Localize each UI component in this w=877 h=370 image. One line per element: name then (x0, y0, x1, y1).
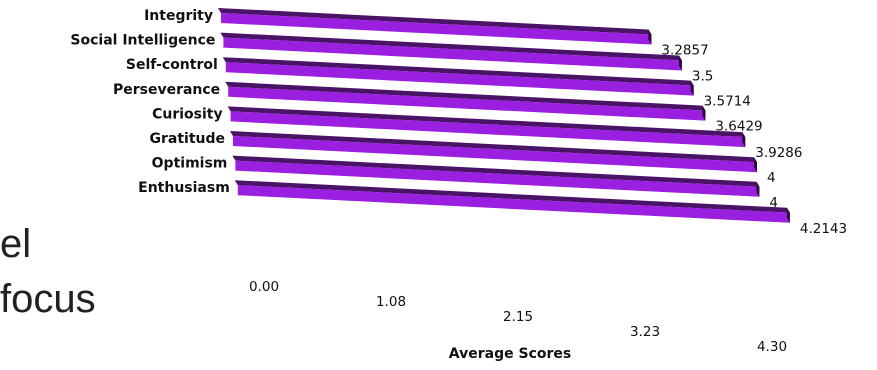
slide-text-line-2: focus (0, 277, 96, 321)
bar-top-3 (225, 81, 706, 111)
bar-top-0 (218, 8, 652, 35)
value-label-4: 3.9286 (755, 145, 802, 161)
x-axis-title: Average Scores (449, 346, 571, 362)
value-label-7: 4.2143 (800, 221, 847, 237)
labels-layer: Integrity 3.2857 Social Intelligence 3.5 Sel… (70, 8, 847, 237)
bars-layer (218, 8, 790, 223)
value-label-0: 3.2857 (661, 43, 708, 59)
category-label-1: Social Intelligence (70, 33, 215, 49)
value-label-1: 3.5 (692, 69, 713, 85)
x-axis-ticks: 0.00 1.08 2.15 3.23 4.30 (249, 279, 787, 355)
category-label-5: Gratitude (149, 131, 225, 147)
bar-4 (230, 111, 746, 148)
bar-6 (235, 160, 760, 197)
bar-0 (221, 13, 652, 45)
x-tick-label-4: 4.30 (757, 339, 787, 355)
bar-7 (237, 185, 790, 223)
bar-end-0 (648, 29, 652, 45)
bar-top-2 (222, 57, 694, 86)
value-label-3: 3.6429 (715, 119, 762, 135)
bar-top-6 (232, 155, 760, 187)
category-label-6: Optimism (152, 156, 228, 172)
category-label-2: Self-control (126, 57, 218, 73)
bar-end-2 (690, 80, 694, 96)
category-label-0: Integrity (144, 8, 213, 24)
x-tick-label-3: 3.23 (630, 324, 660, 340)
x-tick-label-1: 1.08 (376, 294, 406, 310)
bar-2 (225, 62, 694, 96)
bar-top-7 (234, 180, 790, 213)
value-label-2: 3.5714 (704, 94, 751, 110)
bar-3 (228, 86, 706, 121)
category-label-4: Curiosity (152, 106, 223, 122)
x-tick-label-2: 2.15 (503, 309, 533, 325)
x-tick-label-0: 0.00 (249, 279, 279, 295)
category-label-3: Perseverance (113, 82, 220, 98)
bar-end-7 (786, 207, 790, 223)
bar-end-3 (702, 105, 706, 121)
bar-top-4 (227, 106, 746, 138)
bar-5 (233, 136, 757, 173)
category-label-7: Enthusiasm (138, 180, 230, 196)
bar-top-1 (220, 32, 682, 61)
bar-top-5 (230, 131, 757, 163)
bar-end-1 (678, 55, 682, 71)
value-label-5: 4 (767, 170, 776, 186)
bar-end-4 (742, 132, 746, 148)
bar-end-5 (754, 157, 757, 173)
bar-end-6 (756, 181, 760, 197)
bar-1 (223, 37, 682, 71)
slide-text-line-1: el (0, 222, 32, 266)
value-label-6: 4 (769, 195, 778, 211)
